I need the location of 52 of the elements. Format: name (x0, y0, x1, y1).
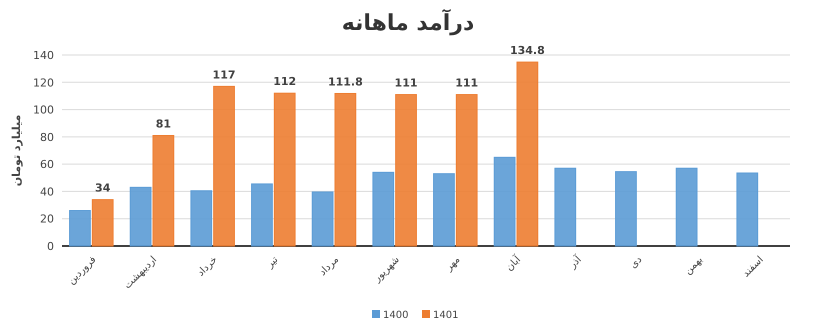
x-tick-label: اسفند (740, 254, 766, 280)
data-label: 34 (95, 182, 111, 195)
x-tick-label: بهمن (682, 254, 706, 277)
x-tick-label: آذر (565, 252, 585, 272)
y-tick-label: 120 (33, 76, 54, 90)
bar (190, 190, 212, 246)
data-label: 117 (212, 68, 236, 82)
bar (516, 62, 538, 246)
data-label: 111.8 (328, 75, 363, 88)
x-tick-label: اردیبهشت (122, 254, 160, 292)
x-tick-label: مرداد (317, 254, 342, 278)
x-tick-label: خرداد (195, 254, 220, 279)
y-tick-label: 60 (40, 158, 54, 172)
data-label: 81 (156, 117, 172, 130)
bar (494, 156, 516, 246)
bar (554, 168, 576, 246)
y-tick-label: 140 (33, 49, 54, 62)
x-tick-label: تیر (264, 254, 281, 271)
data-label: 111 (394, 76, 418, 90)
bar (251, 183, 273, 246)
y-tick-label: 40 (40, 185, 54, 198)
legend-label: 1401 (433, 310, 458, 321)
y-tick-label: 20 (40, 212, 54, 226)
bar (274, 92, 296, 246)
bar (312, 191, 334, 246)
bar (456, 94, 478, 246)
data-label: 112 (273, 75, 296, 88)
y-tick-label: 0 (47, 240, 54, 253)
x-tick-label: مهر (443, 254, 462, 274)
data-label: 134.8 (510, 44, 545, 58)
bar (433, 173, 455, 246)
bar (152, 134, 174, 246)
x-tick-label: دی (628, 254, 644, 271)
bar (69, 210, 91, 246)
x-tick-label: آبان (502, 252, 524, 274)
bar (213, 86, 235, 246)
bar (676, 168, 698, 246)
bar (615, 171, 637, 246)
bar (130, 186, 152, 246)
bar (372, 172, 394, 246)
bar (92, 199, 114, 246)
data-label: 111 (455, 76, 478, 90)
y-tick-label: 80 (40, 130, 54, 144)
y-axis-title: میلیارد تومان (10, 114, 23, 186)
x-tick-label: شهریور (371, 254, 402, 285)
bar (334, 92, 356, 246)
chart-title: درآمد ماهانه (342, 9, 474, 36)
y-tick-label: 100 (33, 104, 54, 117)
x-tick-label: فروردین (66, 254, 99, 287)
bar (395, 94, 417, 246)
bar (736, 172, 758, 246)
legend-label: 1400 (383, 310, 408, 321)
